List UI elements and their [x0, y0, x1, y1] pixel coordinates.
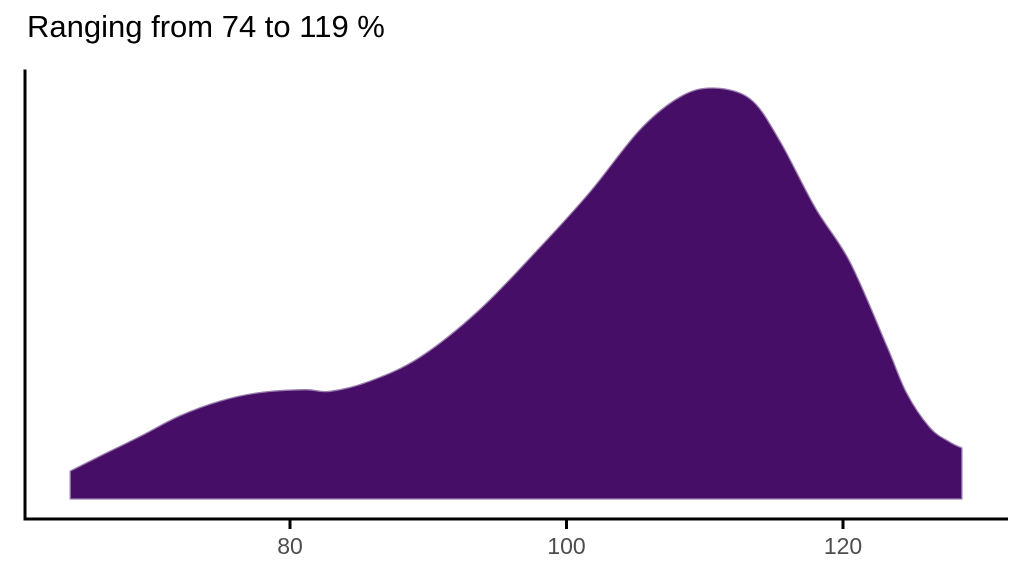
x-axis-ticks: 80 100 120: [277, 520, 862, 559]
x-tick-label: 120: [824, 533, 862, 559]
density-area: [69, 87, 963, 500]
x-tick-label: 80: [277, 533, 303, 559]
chart-title: Ranging from 74 to 119 %: [27, 9, 385, 44]
x-tick-label: 100: [547, 533, 585, 559]
